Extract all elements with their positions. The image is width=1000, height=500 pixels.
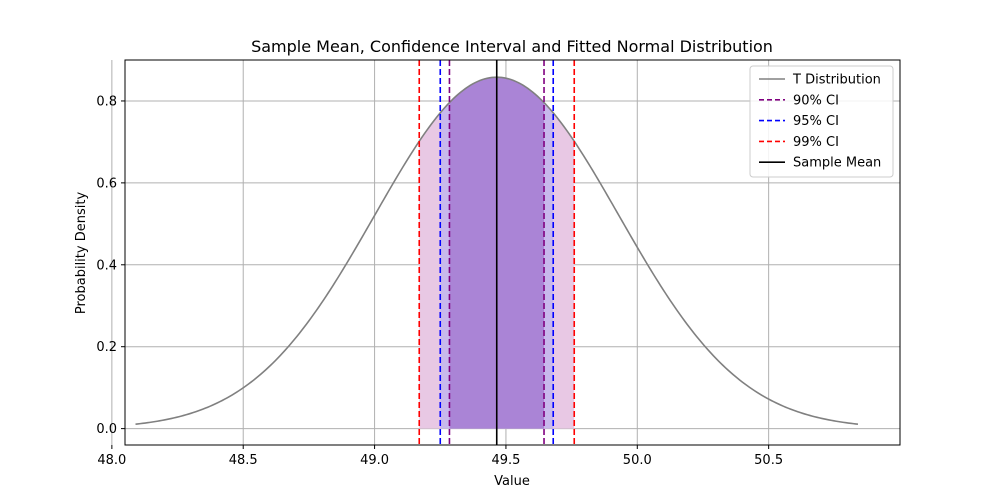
y-axis-ticks: 0.0 0.2 0.4 0.6 0.8 <box>96 94 125 437</box>
y-tick-label-3: 0.6 <box>96 176 117 191</box>
vertical-lines <box>418 60 576 445</box>
x-tick-label-4: 50.0 <box>623 453 652 468</box>
y-tick-label-2: 0.4 <box>96 258 117 273</box>
x-axis-label: Value <box>494 474 530 489</box>
y-axis-label: Probability Density <box>74 192 89 315</box>
legend: T Distribution 90% CI 95% CI 99% CI Sample M… <box>749 65 894 178</box>
legend-label-3: 99% CI <box>793 135 839 150</box>
y-tick-label-1: 0.2 <box>96 340 117 355</box>
y-tick-label-0: 0.0 <box>96 422 117 437</box>
legend-box <box>749 65 894 178</box>
legend-label-1: 90% CI <box>793 93 839 108</box>
x-tick-label-2: 49.0 <box>360 453 389 468</box>
legend-label-0: T Distribution <box>792 73 881 88</box>
plot-frame <box>124 59 901 446</box>
x-tick-label-0: 48.0 <box>97 453 126 468</box>
legend-label-4: Sample Mean <box>793 156 881 171</box>
x-tick-label-3: 49.5 <box>491 453 520 468</box>
legend-label-2: 95% CI <box>793 114 839 129</box>
x-tick-label-1: 48.5 <box>229 453 258 468</box>
y-tick-label-4: 0.8 <box>96 94 117 109</box>
x-axis-ticks: 48.0 48.5 49.0 49.5 50.0 50.5 <box>97 445 783 468</box>
chart-title: Sample Mean, Confidence Interval and Fit… <box>251 37 773 56</box>
x-tick-label-5: 50.5 <box>754 453 783 468</box>
